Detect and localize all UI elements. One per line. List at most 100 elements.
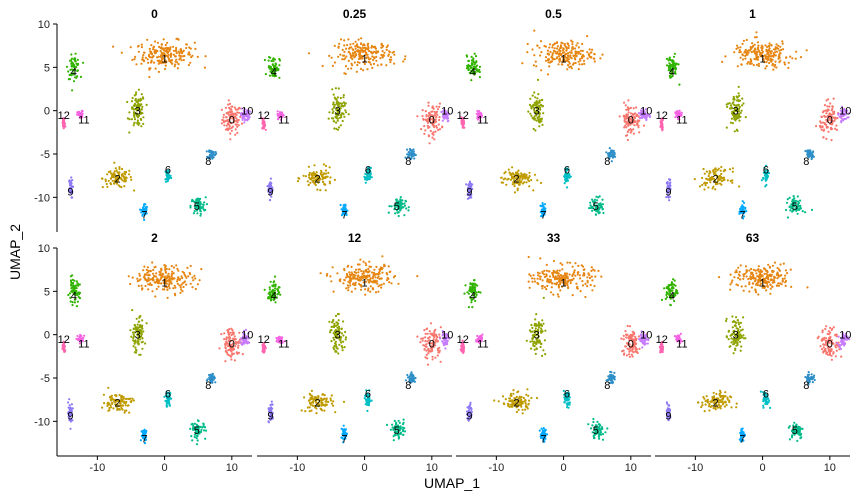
cell-point xyxy=(564,179,567,183)
cell-point xyxy=(331,108,334,111)
cell-point xyxy=(233,120,236,123)
cell-point xyxy=(235,113,238,117)
cell-point xyxy=(358,268,361,271)
cell-point xyxy=(319,272,322,275)
cell-point xyxy=(570,39,573,42)
cell-point xyxy=(788,196,791,199)
cell-point xyxy=(76,300,79,303)
cell-point xyxy=(194,277,197,280)
cell-point xyxy=(796,212,799,215)
cell-point xyxy=(72,80,76,83)
cell-point xyxy=(368,49,371,53)
cell-point xyxy=(105,182,108,186)
cell-point xyxy=(434,356,437,359)
cell-point xyxy=(154,49,157,52)
cell-point xyxy=(673,52,677,55)
cell-point xyxy=(314,179,317,182)
cell-point xyxy=(357,271,360,274)
cell-point xyxy=(333,105,336,108)
cell-point xyxy=(743,51,746,54)
cell-point xyxy=(130,118,133,121)
cell-point xyxy=(167,53,170,56)
cell-point xyxy=(756,47,760,51)
cell-point xyxy=(67,70,70,73)
cell-point xyxy=(199,205,202,208)
cell-point xyxy=(433,138,436,141)
cell-point xyxy=(182,285,185,289)
cell-point xyxy=(151,261,154,264)
cell-point xyxy=(121,398,124,401)
cell-point xyxy=(146,266,149,269)
cluster-label: 6 xyxy=(165,165,171,177)
cell-point xyxy=(746,53,749,56)
cell-point xyxy=(419,341,422,344)
cell-point xyxy=(70,403,73,406)
cell-point xyxy=(193,274,196,277)
cell-point xyxy=(739,56,742,59)
cluster-label: 10 xyxy=(839,106,851,118)
cell-point xyxy=(332,103,335,106)
cell-point xyxy=(140,125,143,128)
cell-point xyxy=(75,305,78,308)
cell-point xyxy=(70,284,73,287)
cell-point xyxy=(359,67,363,70)
cell-point xyxy=(148,47,151,51)
cell-point xyxy=(338,105,341,108)
cell-point xyxy=(150,59,153,62)
cell-point xyxy=(164,270,167,273)
cell-point xyxy=(337,113,340,116)
cell-point xyxy=(735,95,738,98)
cell-point xyxy=(761,45,764,48)
cell-point xyxy=(235,351,238,354)
cell-point xyxy=(343,115,346,118)
cell-point xyxy=(333,178,336,181)
cell-point xyxy=(333,61,337,64)
cell-point xyxy=(753,36,757,39)
cell-point xyxy=(168,59,171,63)
cell-point xyxy=(560,41,563,44)
cell-point xyxy=(164,180,167,183)
cell-point xyxy=(431,106,434,109)
cell-point xyxy=(536,44,539,47)
cell-point xyxy=(339,102,342,105)
cell-point xyxy=(362,260,365,263)
cell-point xyxy=(354,45,357,48)
cluster-label: 1 xyxy=(162,278,168,290)
cell-point xyxy=(338,42,341,45)
cell-point xyxy=(187,63,190,67)
cell-point xyxy=(241,118,244,121)
cell-point xyxy=(123,185,126,188)
cell-point xyxy=(177,276,180,279)
cell-point xyxy=(278,59,282,62)
cell-point xyxy=(556,45,560,48)
cell-point xyxy=(230,113,233,116)
cell-point xyxy=(436,354,439,357)
cell-point xyxy=(538,119,541,122)
cell-point xyxy=(821,121,825,124)
cell-point xyxy=(144,203,147,206)
cell-point xyxy=(423,125,426,128)
cell-point xyxy=(76,111,79,114)
cell-point xyxy=(548,65,551,68)
cell-point xyxy=(509,178,513,181)
cell-point xyxy=(196,212,199,215)
cell-point xyxy=(190,56,193,59)
cell-point xyxy=(155,287,158,291)
cell-point xyxy=(438,128,441,131)
cell-point xyxy=(435,335,438,338)
cell-point xyxy=(500,176,503,179)
cell-point xyxy=(431,136,434,139)
cell-point xyxy=(741,104,744,107)
cell-point xyxy=(407,151,410,154)
cell-point xyxy=(147,269,150,272)
cell-point xyxy=(142,330,145,333)
cell-point xyxy=(321,64,324,68)
cell-point xyxy=(235,117,238,120)
cell-point xyxy=(269,177,272,180)
cell-point xyxy=(109,170,112,173)
cell-point xyxy=(810,208,814,211)
cell-point xyxy=(513,191,517,194)
cell-point xyxy=(367,45,370,49)
cell-point xyxy=(109,398,112,401)
cell-point xyxy=(747,61,750,64)
